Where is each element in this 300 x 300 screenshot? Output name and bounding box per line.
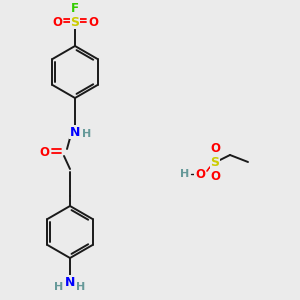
Text: H: H — [180, 169, 190, 179]
Text: H: H — [76, 282, 85, 292]
Text: S: S — [211, 155, 220, 169]
Text: O: O — [52, 16, 62, 28]
Text: O: O — [210, 142, 220, 154]
Text: N: N — [65, 275, 75, 289]
Text: O: O — [195, 167, 205, 181]
Text: O: O — [88, 16, 98, 28]
Text: O: O — [39, 146, 49, 158]
Text: N: N — [70, 125, 80, 139]
Text: S: S — [70, 16, 80, 28]
Text: H: H — [82, 129, 91, 139]
Text: F: F — [71, 2, 79, 16]
Text: O: O — [210, 169, 220, 182]
Text: H: H — [54, 282, 64, 292]
